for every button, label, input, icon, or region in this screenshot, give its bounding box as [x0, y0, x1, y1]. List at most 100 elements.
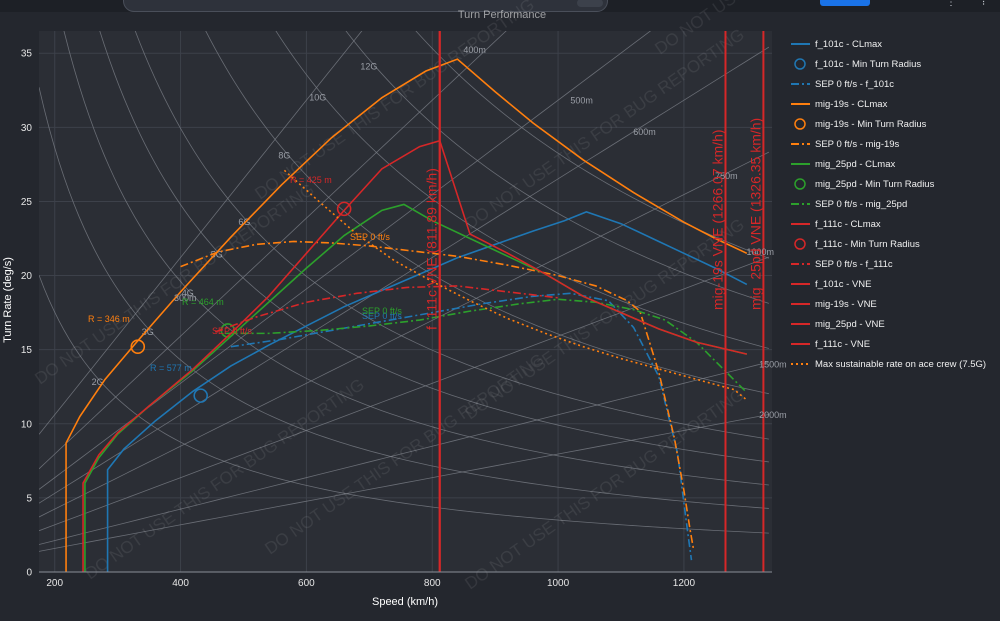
x-tick-label: 400 [172, 578, 189, 589]
g-line [134, 31, 769, 440]
radius-annotation: R = 577 m [150, 363, 192, 373]
legend-label: mig-19s - CLmax [815, 99, 888, 110]
legend-item[interactable]: SEP 0 ft/s - f_101c [791, 79, 894, 90]
legend-label: mig_25pd - VNE [815, 319, 885, 330]
chart-title: Turn Performance [458, 9, 546, 21]
g-line [205, 31, 769, 395]
legend-label: mig-19s - Min Turn Radius [815, 119, 927, 130]
legend-item[interactable]: f_111c - CLmax [791, 219, 881, 230]
radius-line [39, 151, 770, 518]
legend-item[interactable]: mig-19s - Min Turn Radius [794, 118, 927, 130]
legend-item[interactable]: f_101c - CLmax [791, 39, 882, 50]
radius-line-label: 1000m [747, 247, 775, 257]
radius-line [39, 31, 363, 435]
legend-label: f_111c - Min Turn Radius [815, 239, 920, 250]
legend-item[interactable]: SEP 0 ft/s - mig-19s [791, 139, 900, 150]
vne-label: mig_25pd VNE (1326.35 km/h) [747, 118, 763, 310]
legend-item[interactable]: f_111c - Min Turn Radius [794, 238, 920, 250]
more-options-icon[interactable]: ⋮ [946, 0, 956, 8]
y-tick-label: 10 [21, 419, 33, 430]
radius-line [39, 31, 507, 470]
legend-label: SEP 0 ft/s - f_111c [815, 259, 893, 270]
sep-annotation: SEP 0 ft/s [362, 311, 402, 321]
series-line [65, 58, 748, 572]
toolbar-icon[interactable]: ⁝ [982, 0, 986, 8]
series-line [214, 285, 559, 333]
radius-annotation: R = 346 m [88, 314, 130, 324]
min-turn-radius-marker [336, 201, 352, 217]
series-line [82, 139, 748, 572]
legend-item[interactable]: f_101c - Min Turn Radius [794, 58, 921, 70]
legend-swatch [794, 118, 806, 130]
legend-item[interactable]: mig-19s - VNE [791, 299, 877, 310]
search-submit-icon[interactable] [577, 0, 603, 7]
g-line-label: 10G [309, 93, 326, 103]
y-tick-label: 20 [21, 271, 33, 282]
x-tick-label: 1200 [673, 578, 696, 589]
g-line-label: 4G [182, 288, 194, 298]
legend-item[interactable]: mig_25pd - Min Turn Radius [794, 178, 935, 190]
series-layer [65, 31, 765, 572]
min-turn-radius-marker [193, 388, 209, 403]
legend-item[interactable]: f_111c - VNE [791, 339, 870, 350]
legend-item[interactable]: SEP 0 ft/s - mig_25pd [791, 199, 907, 210]
y-tick-label: 0 [26, 568, 32, 579]
g-line-label: 5G [211, 250, 223, 260]
browser-top-bar: ⋮ ⁝ [0, 0, 1000, 12]
g-line [99, 31, 769, 463]
radius-line [39, 31, 652, 490]
legend-item[interactable]: Max sustainable rate on ace crew (7.5G) [791, 359, 986, 370]
g-line [415, 31, 769, 259]
g-line-label: 14G [398, 23, 415, 33]
g-line [275, 31, 769, 349]
g-line [39, 87, 769, 509]
legend-label: mig_25pd - CLmax [815, 159, 896, 170]
radius-annotation: R = 464 m [182, 297, 224, 307]
legend-item[interactable]: SEP 0 ft/s - f_111c [791, 259, 893, 270]
legend-item[interactable]: mig-19s - CLmax [791, 99, 888, 110]
series-line [283, 169, 748, 401]
legend-label: f_101c - Min Turn Radius [815, 59, 921, 70]
sep-annotation: SEP 0 ft/s [362, 306, 402, 316]
legend-item[interactable]: f_101c - VNE [791, 279, 872, 290]
sep-annotation: SEP 0 ft/s [212, 326, 252, 336]
primary-action-button[interactable] [820, 0, 870, 6]
y-tick-label: 30 [21, 123, 33, 134]
legend-item[interactable]: mig_25pd - VNE [791, 319, 885, 330]
g-line-label: 12G [360, 61, 377, 71]
radius-line-label: 1500m [759, 359, 787, 369]
radius-line [39, 256, 769, 532]
legend-label: f_111c - VNE [815, 339, 870, 350]
y-tick-label: 25 [21, 197, 33, 208]
x-tick-label: 1000 [547, 578, 570, 589]
legend-swatch [794, 58, 806, 70]
radius-annotation: R = 425 m [290, 175, 332, 185]
sep-annotation: SEP 0 ft/s [350, 232, 390, 242]
legend-item[interactable]: mig_25pd - CLmax [791, 159, 896, 170]
legend-label: SEP 0 ft/s - f_101c [815, 79, 894, 90]
radius-line [39, 361, 769, 545]
x-axis-title: Speed (km/h) [372, 596, 438, 608]
vne-label: f_111c VNE (811.89 km/h) [424, 168, 440, 330]
radius-line-label: 500m [570, 96, 593, 106]
x-tick-label: 600 [298, 578, 315, 589]
radius-line [39, 414, 769, 552]
g-line-label: 2G [92, 377, 104, 387]
radius-line-label: 2000m [759, 410, 787, 420]
vne-label: mig-19s VNE (1266.07 km/h) [709, 129, 725, 310]
legend-label: Max sustainable rate on ace crew (7.5G) [815, 359, 986, 370]
legend-label: mig-19s - VNE [815, 299, 877, 310]
g-line [39, 275, 769, 534]
radius-line-label: 750m [715, 171, 738, 181]
legend-label: mig_25pd - Min Turn Radius [815, 179, 935, 190]
x-tick-label: 200 [46, 578, 63, 589]
g-line-label: 8G [278, 150, 290, 160]
legend-label: SEP 0 ft/s - mig-19s [815, 139, 900, 150]
legend-label: f_101c - VNE [815, 279, 872, 290]
legend-label: SEP 0 ft/s - mig_25pd [815, 199, 907, 210]
g-line [63, 31, 769, 486]
legend[interactable]: f_101c - CLmax f_101c - Min Turn Radius SE… [791, 39, 986, 370]
legend-swatch [794, 178, 806, 190]
g-line [345, 31, 769, 304]
